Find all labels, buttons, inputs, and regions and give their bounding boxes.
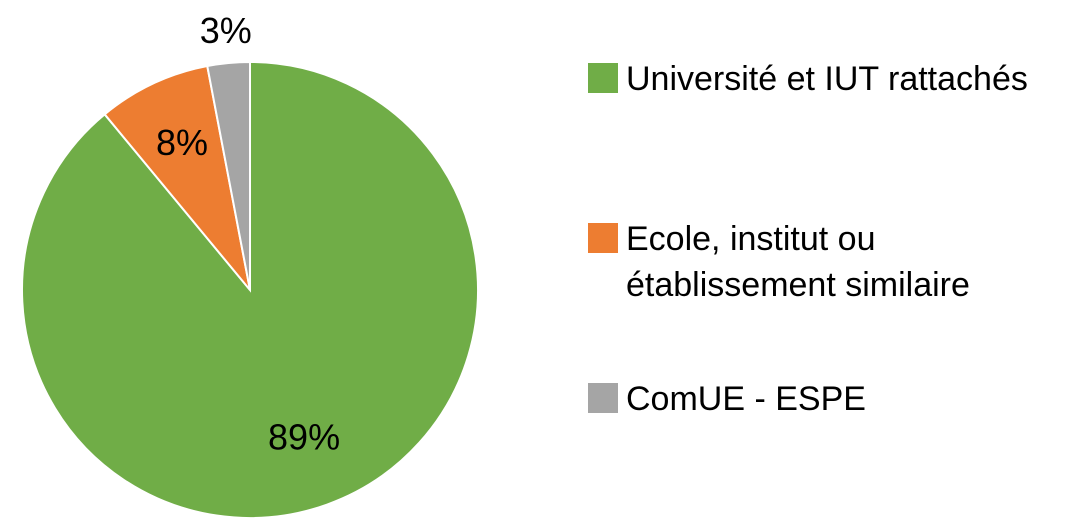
legend-item: Ecole, institut ou établissement similai… [588,216,1066,308]
data-label: 3% [200,10,252,51]
data-label: 89% [268,417,340,458]
pie-slice [206,60,251,291]
legend-label: Ecole, institut ou établissement similai… [626,220,970,304]
legend-label: Université et IUT rattachés [626,60,1028,98]
legend-item: Université et IUT rattachés [588,56,1066,102]
legend-swatch [588,63,618,93]
legend-swatch [588,223,618,253]
data-label: 8% [156,122,208,163]
pie-slice [103,64,251,291]
legend-swatch [588,383,618,413]
legend-label: ComUE - ESPE [626,380,866,418]
legend-item: ComUE - ESPE [588,376,1066,422]
legend: Université et IUT rattachés Ecole, instit… [588,0,1078,520]
chart: 89% 8% 3% [21,10,479,519]
